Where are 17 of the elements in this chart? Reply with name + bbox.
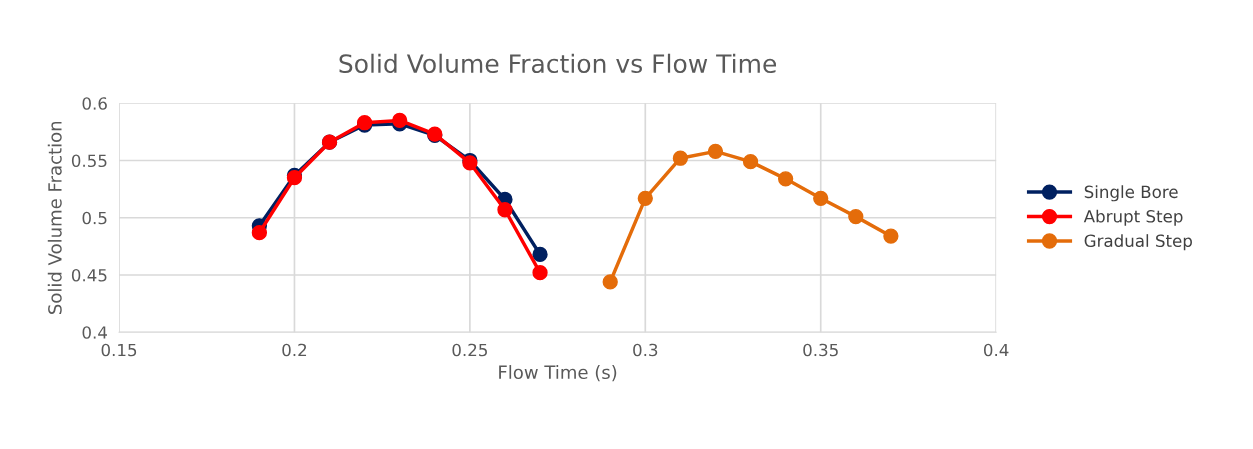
x-axis-title: Flow Time (s) (499, 365, 617, 382)
x-tick-label: 0.4 (983, 343, 1009, 357)
x-tick-label: 0.15 (101, 343, 137, 357)
chart-title: Solid Volume Fraction vs Flow Time (339, 53, 777, 74)
legend-label: Abrupt Step (1083, 209, 1183, 226)
y-tick-label: 0.4 (82, 326, 107, 339)
x-tick-label: 0.25 (452, 343, 487, 357)
y-tick-label: 0.5 (82, 211, 107, 225)
legend-label: Gradual Step (1084, 234, 1192, 251)
x-tick-label: 0.2 (282, 343, 307, 357)
y-axis-title: Solid Volume Fraction (47, 121, 62, 314)
y-tick-label: 0.45 (71, 268, 107, 282)
y-tick-label: 0.6 (82, 97, 107, 110)
legend-label: Single Bore (1084, 185, 1178, 202)
y-tick-label: 0.55 (71, 154, 107, 168)
x-tick-label: 0.35 (803, 343, 838, 357)
x-tick-label: 0.3 (633, 343, 658, 357)
